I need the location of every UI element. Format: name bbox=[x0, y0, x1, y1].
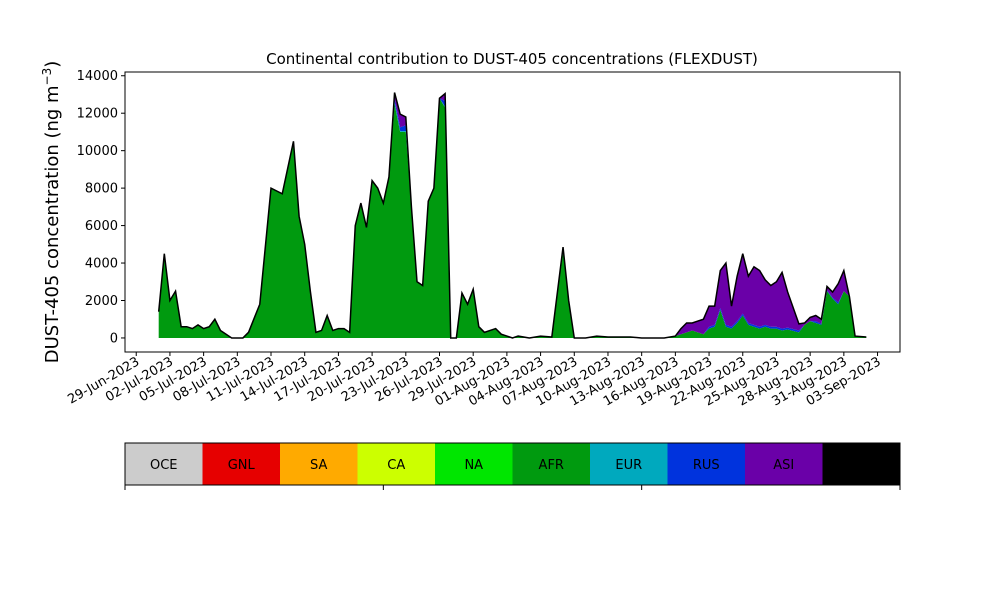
legend-swatch-na bbox=[435, 443, 513, 485]
y-tick-label: 14000 bbox=[77, 69, 118, 84]
y-axis: 0 2000 4000 6000 8000 10000 12000 14000 bbox=[77, 69, 125, 346]
legend-swatch-sa bbox=[280, 443, 358, 485]
legend-label-sa: SA bbox=[310, 458, 327, 473]
legend-label-gnl: GNL bbox=[228, 458, 256, 473]
y-tick-label: 2000 bbox=[85, 294, 118, 309]
legend-swatch-afr bbox=[512, 443, 590, 485]
legend-swatch-rus bbox=[667, 443, 745, 485]
y-tick-label: 10000 bbox=[77, 144, 118, 159]
legend-swatch-eur bbox=[590, 443, 668, 485]
y-axis-label-close: ) bbox=[42, 61, 63, 68]
y-tick-label: 0 bbox=[110, 331, 118, 346]
y-tick-label: 12000 bbox=[77, 107, 118, 122]
legend-label-na: NA bbox=[464, 458, 483, 473]
legend-frame bbox=[124, 442, 901, 486]
y-tick-label: 6000 bbox=[85, 219, 118, 234]
legend-swatch-oce bbox=[125, 443, 203, 485]
legend-swatch-ca bbox=[357, 443, 435, 485]
plot-frame bbox=[124, 71, 901, 353]
legend-label-aus: AUS bbox=[848, 458, 875, 473]
legend-label-oce: OCE bbox=[150, 458, 178, 473]
legend-label-afr: AFR bbox=[539, 458, 564, 473]
y-tick-label: 8000 bbox=[85, 182, 118, 197]
legend-swatch-asi bbox=[745, 443, 823, 485]
legend-label-asi: ASI bbox=[773, 458, 794, 473]
legend-label-ca: CA bbox=[387, 458, 405, 473]
x-axis: 29-Jun-202302-Jul-202305-Jul-202308-Jul-… bbox=[65, 352, 884, 410]
legend-label-rus: RUS bbox=[693, 458, 720, 473]
legend-swatch-aus bbox=[822, 443, 900, 485]
stacked-areas bbox=[157, 91, 867, 339]
legend-swatch-gnl bbox=[202, 443, 280, 485]
y-tick-label: 4000 bbox=[85, 257, 118, 272]
chart-title: Continental contribution to DUST-405 con… bbox=[266, 50, 758, 68]
y-axis-label: DUST-405 concentration (ng m−3) bbox=[40, 61, 63, 364]
total-outline bbox=[157, 91, 867, 339]
y-axis-label-main: DUST-405 concentration (ng m bbox=[42, 85, 63, 363]
y-axis-label-superscript: −3 bbox=[40, 68, 54, 86]
legend: OCE GNL SA CA NA AFR EUR RUS ASI AUS bbox=[124, 442, 901, 490]
legend-label-eur: EUR bbox=[615, 458, 642, 473]
